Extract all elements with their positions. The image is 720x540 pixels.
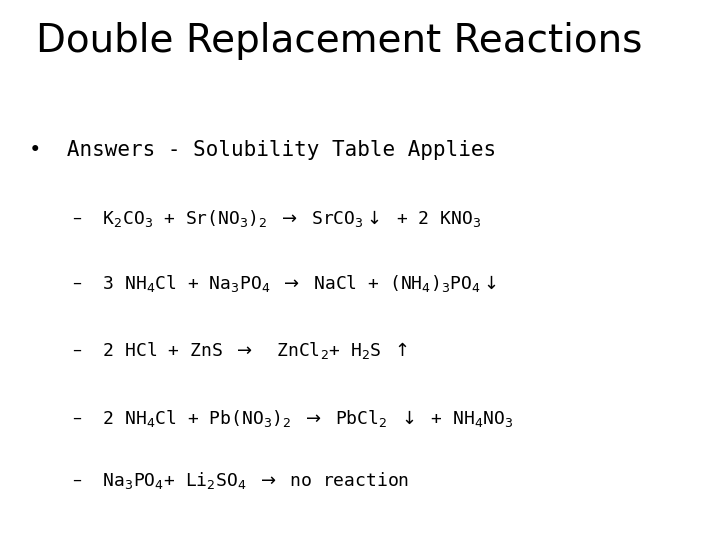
- Text: •  Answers - Solubility Table Applies: • Answers - Solubility Table Applies: [29, 140, 496, 160]
- Text: –  3 NH$_4$Cl + Na$_3$PO$_4$ $\rightarrow$ NaCl + (NH$_4$)$_3$PO$_4$$\downarrow$: – 3 NH$_4$Cl + Na$_3$PO$_4$ $\rightarrow…: [72, 273, 498, 294]
- Text: –  2 HCl + ZnS $\rightarrow$  ZnCl$_2$+ H$_2$S $\uparrow$: – 2 HCl + ZnS $\rightarrow$ ZnCl$_2$+ H$…: [72, 340, 408, 361]
- Text: –  2 NH$_4$Cl + Pb(NO$_3$)$_2$ $\rightarrow$ PbCl$_2$ $\downarrow$ + NH$_4$NO$_3: – 2 NH$_4$Cl + Pb(NO$_3$)$_2$ $\rightarr…: [72, 408, 514, 429]
- Text: –  Na$_3$PO$_4$+ Li$_2$SO$_4$ $\rightarrow$ no reaction: – Na$_3$PO$_4$+ Li$_2$SO$_4$ $\rightarro…: [72, 470, 409, 491]
- Text: –  K$_2$CO$_3$ + Sr(NO$_3$)$_2$ $\rightarrow$ SrCO$_3$$\downarrow$ + 2 KNO$_3$: – K$_2$CO$_3$ + Sr(NO$_3$)$_2$ $\rightar…: [72, 208, 481, 229]
- Text: Double Replacement Reactions: Double Replacement Reactions: [36, 22, 642, 59]
